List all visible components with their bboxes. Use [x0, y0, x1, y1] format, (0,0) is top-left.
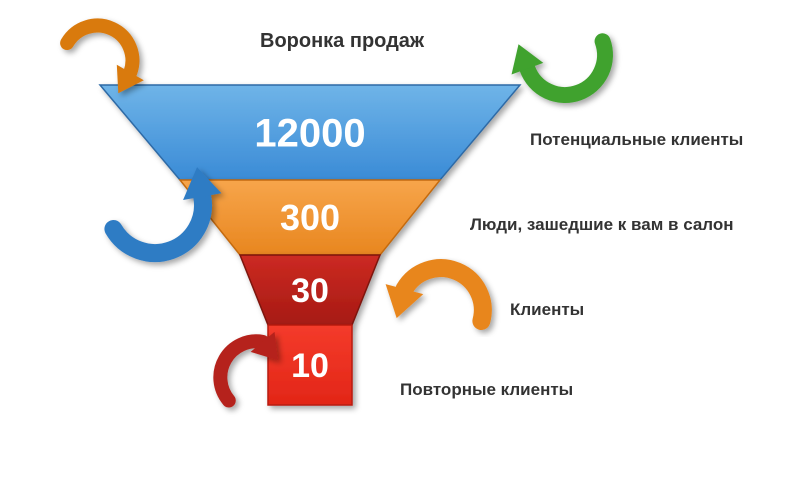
- arrow-mid-right: [386, 268, 483, 321]
- funnel-label-visitors: Люди, зашедшие к вам в салон: [470, 215, 734, 235]
- funnel-label-repeat: Повторные клиенты: [400, 380, 573, 400]
- funnel-label-clients: Клиенты: [510, 300, 584, 320]
- arrow-mid-left: [113, 167, 221, 253]
- funnel-value-potential: 12000: [254, 112, 365, 156]
- funnel-value-clients: 30: [291, 272, 329, 310]
- funnel-label-potential: Потенциальные клиенты: [530, 130, 743, 150]
- arrow-top-right: [512, 41, 605, 95]
- arrow-top-left: [67, 26, 144, 94]
- funnel-value-visitors: 300: [280, 197, 340, 238]
- funnel-svg: 12000 300 30 10: [0, 0, 800, 500]
- funnel-diagram: Воронка продаж 120003003010 Потенциальны…: [0, 0, 800, 500]
- funnel-value-repeat: 10: [291, 347, 329, 385]
